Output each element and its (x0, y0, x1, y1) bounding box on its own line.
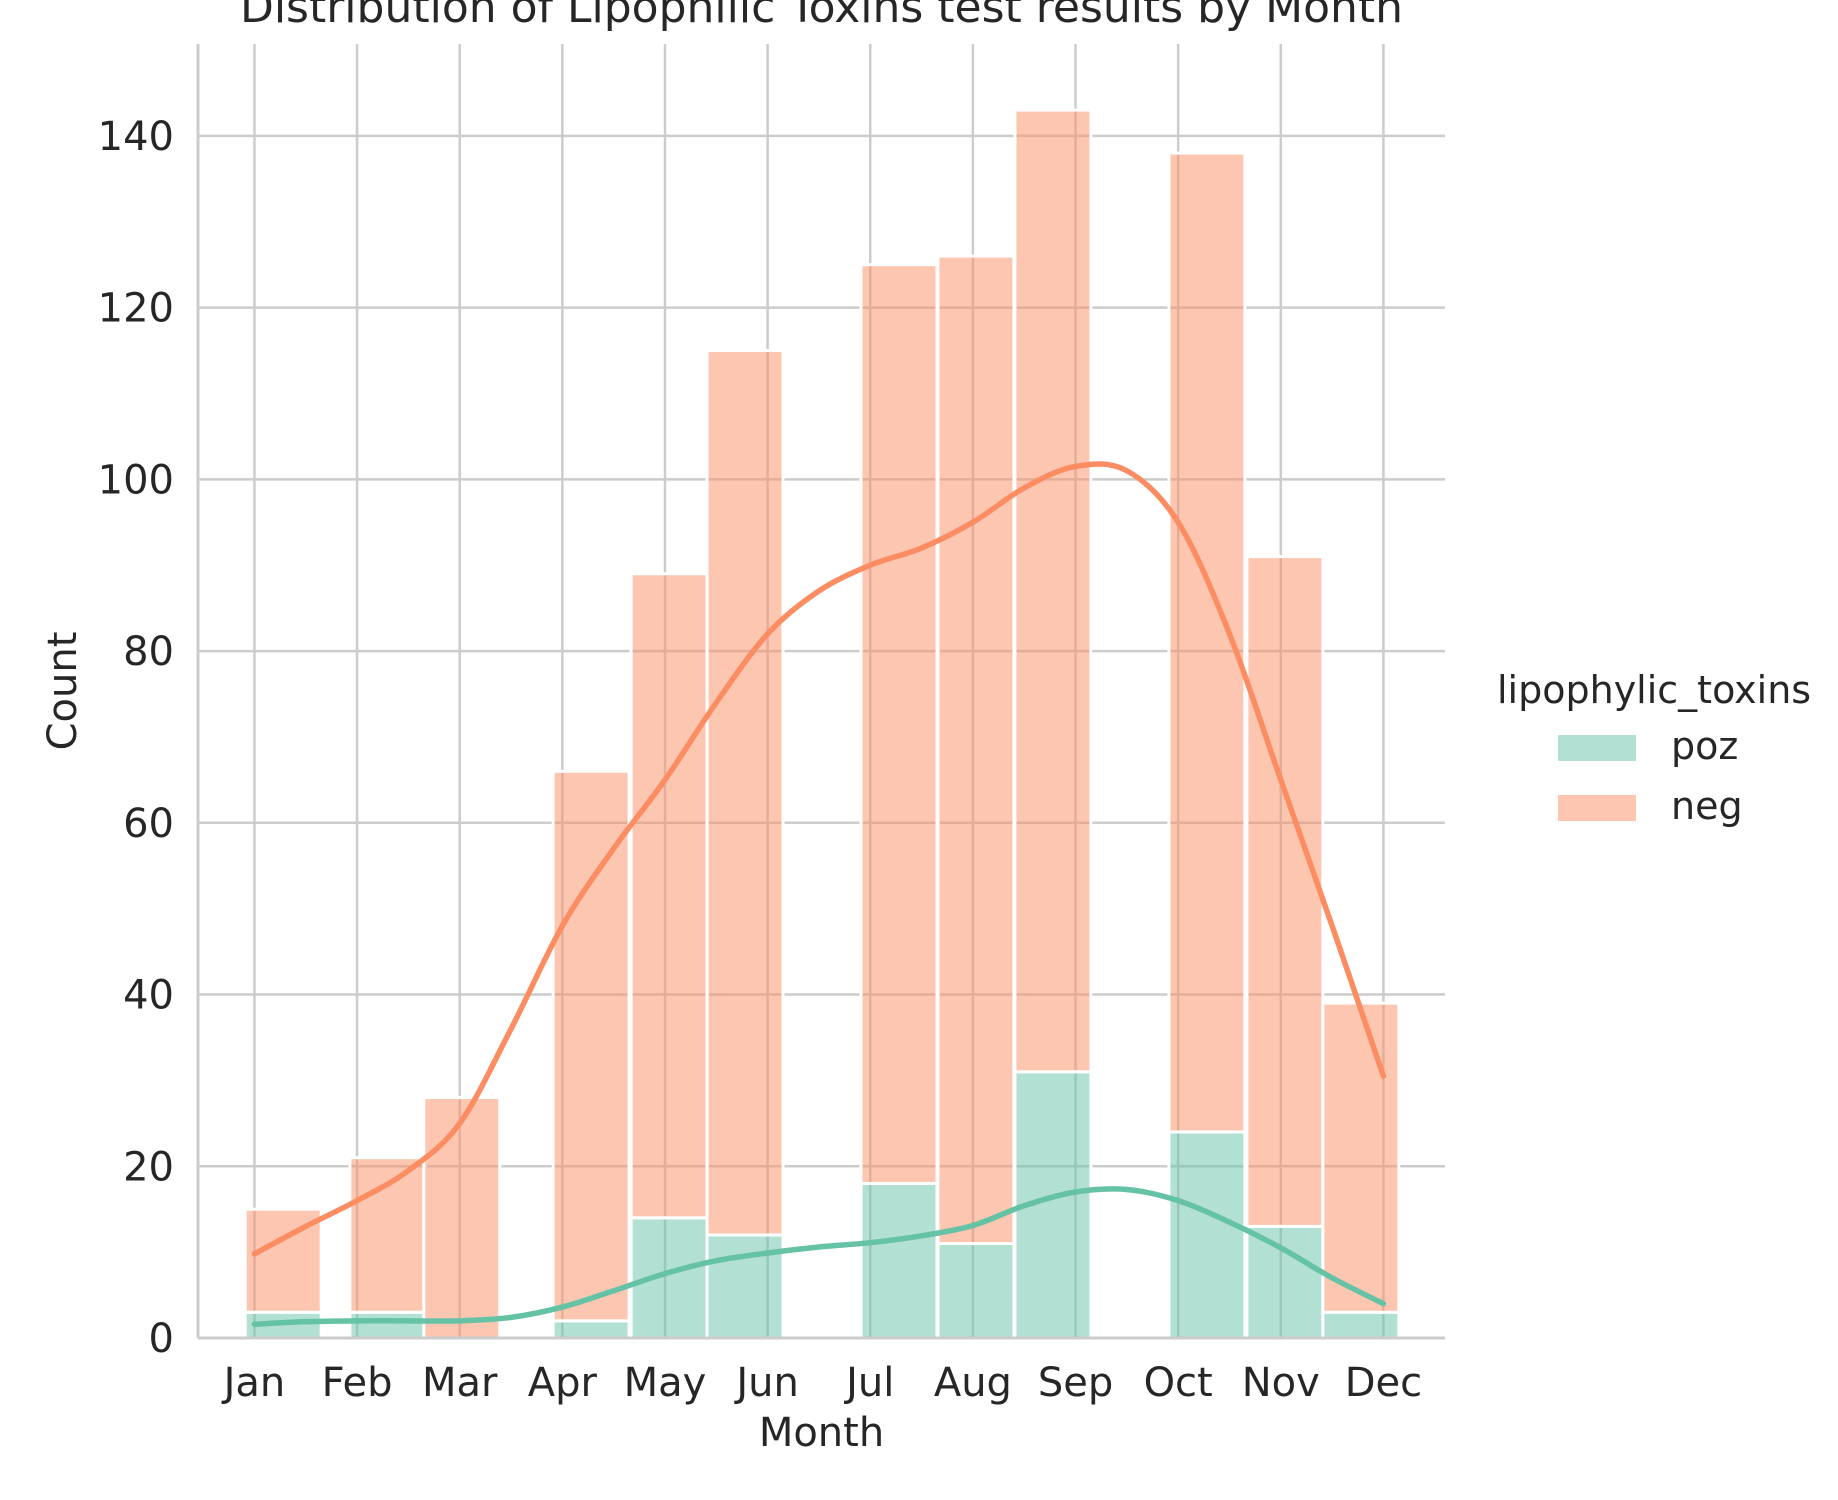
bar-poz (1245, 1224, 1325, 1340)
bar-poz (1321, 1310, 1401, 1340)
x-tick-label: Jul (843, 1360, 894, 1406)
bar-neg (551, 769, 631, 1323)
x-tick-label: Jun (733, 1360, 799, 1406)
bar-neg (1321, 1001, 1401, 1314)
bar-poz (859, 1181, 939, 1340)
bar-neg (936, 254, 1016, 1246)
legend-label-neg: neg (1671, 784, 1743, 828)
y-tick-label: 120 (98, 286, 174, 332)
y-axis-title: Count (40, 632, 86, 751)
y-tick-label: 100 (98, 457, 174, 503)
legend-swatch-poz (1558, 735, 1636, 761)
kde-line-neg (251, 461, 1387, 1257)
x-tick-label: Mar (422, 1360, 498, 1406)
y-tick-label: 60 (123, 801, 174, 847)
legend-swatch-neg (1558, 795, 1636, 821)
y-tick-label: 140 (98, 114, 174, 160)
kde-line-poz (251, 1186, 1387, 1328)
x-tick-label: Jan (221, 1360, 286, 1406)
x-tick-label: Aug (934, 1360, 1012, 1406)
bar-poz (551, 1319, 631, 1340)
chart-title: Distribution of Lipophilic Toxins test r… (240, 0, 1403, 33)
legend: lipophylic_toxins poz neg (1497, 668, 1811, 828)
bar-neg (422, 1096, 502, 1340)
bar-neg (1245, 555, 1325, 1228)
legend-title: lipophylic_toxins (1497, 668, 1811, 712)
axes: 0 20 40 60 80 100 120 140 Jan Feb Mar Apr May Jun Jul A… (98, 44, 1445, 1406)
bar-poz (936, 1242, 1016, 1340)
bar-poz (1167, 1130, 1247, 1340)
x-tick-label: Feb (322, 1360, 393, 1406)
x-tick-label: May (624, 1360, 707, 1406)
bars-group (243, 108, 1401, 1340)
bar-neg (629, 572, 709, 1220)
x-tick-label: Nov (1242, 1360, 1320, 1406)
x-tick-label: Sep (1038, 1360, 1113, 1406)
bar-neg (859, 263, 939, 1185)
y-tick-label: 40 (123, 973, 174, 1019)
bar-poz (629, 1216, 709, 1340)
y-tick-label: 20 (123, 1144, 174, 1190)
x-tick-label: Oct (1144, 1360, 1213, 1406)
bar-neg (1167, 151, 1247, 1134)
bar-neg (1013, 108, 1093, 1074)
x-tick-label: Dec (1345, 1360, 1422, 1406)
kde-curves (251, 461, 1387, 1328)
y-tick-label: 80 (123, 629, 174, 675)
y-tick-label: 0 (149, 1316, 174, 1362)
x-axis-title: Month (759, 1410, 884, 1456)
bar-poz (348, 1310, 428, 1340)
legend-label-poz: poz (1671, 724, 1738, 768)
bar-neg (705, 349, 785, 1237)
x-tick-label: Apr (528, 1360, 598, 1406)
